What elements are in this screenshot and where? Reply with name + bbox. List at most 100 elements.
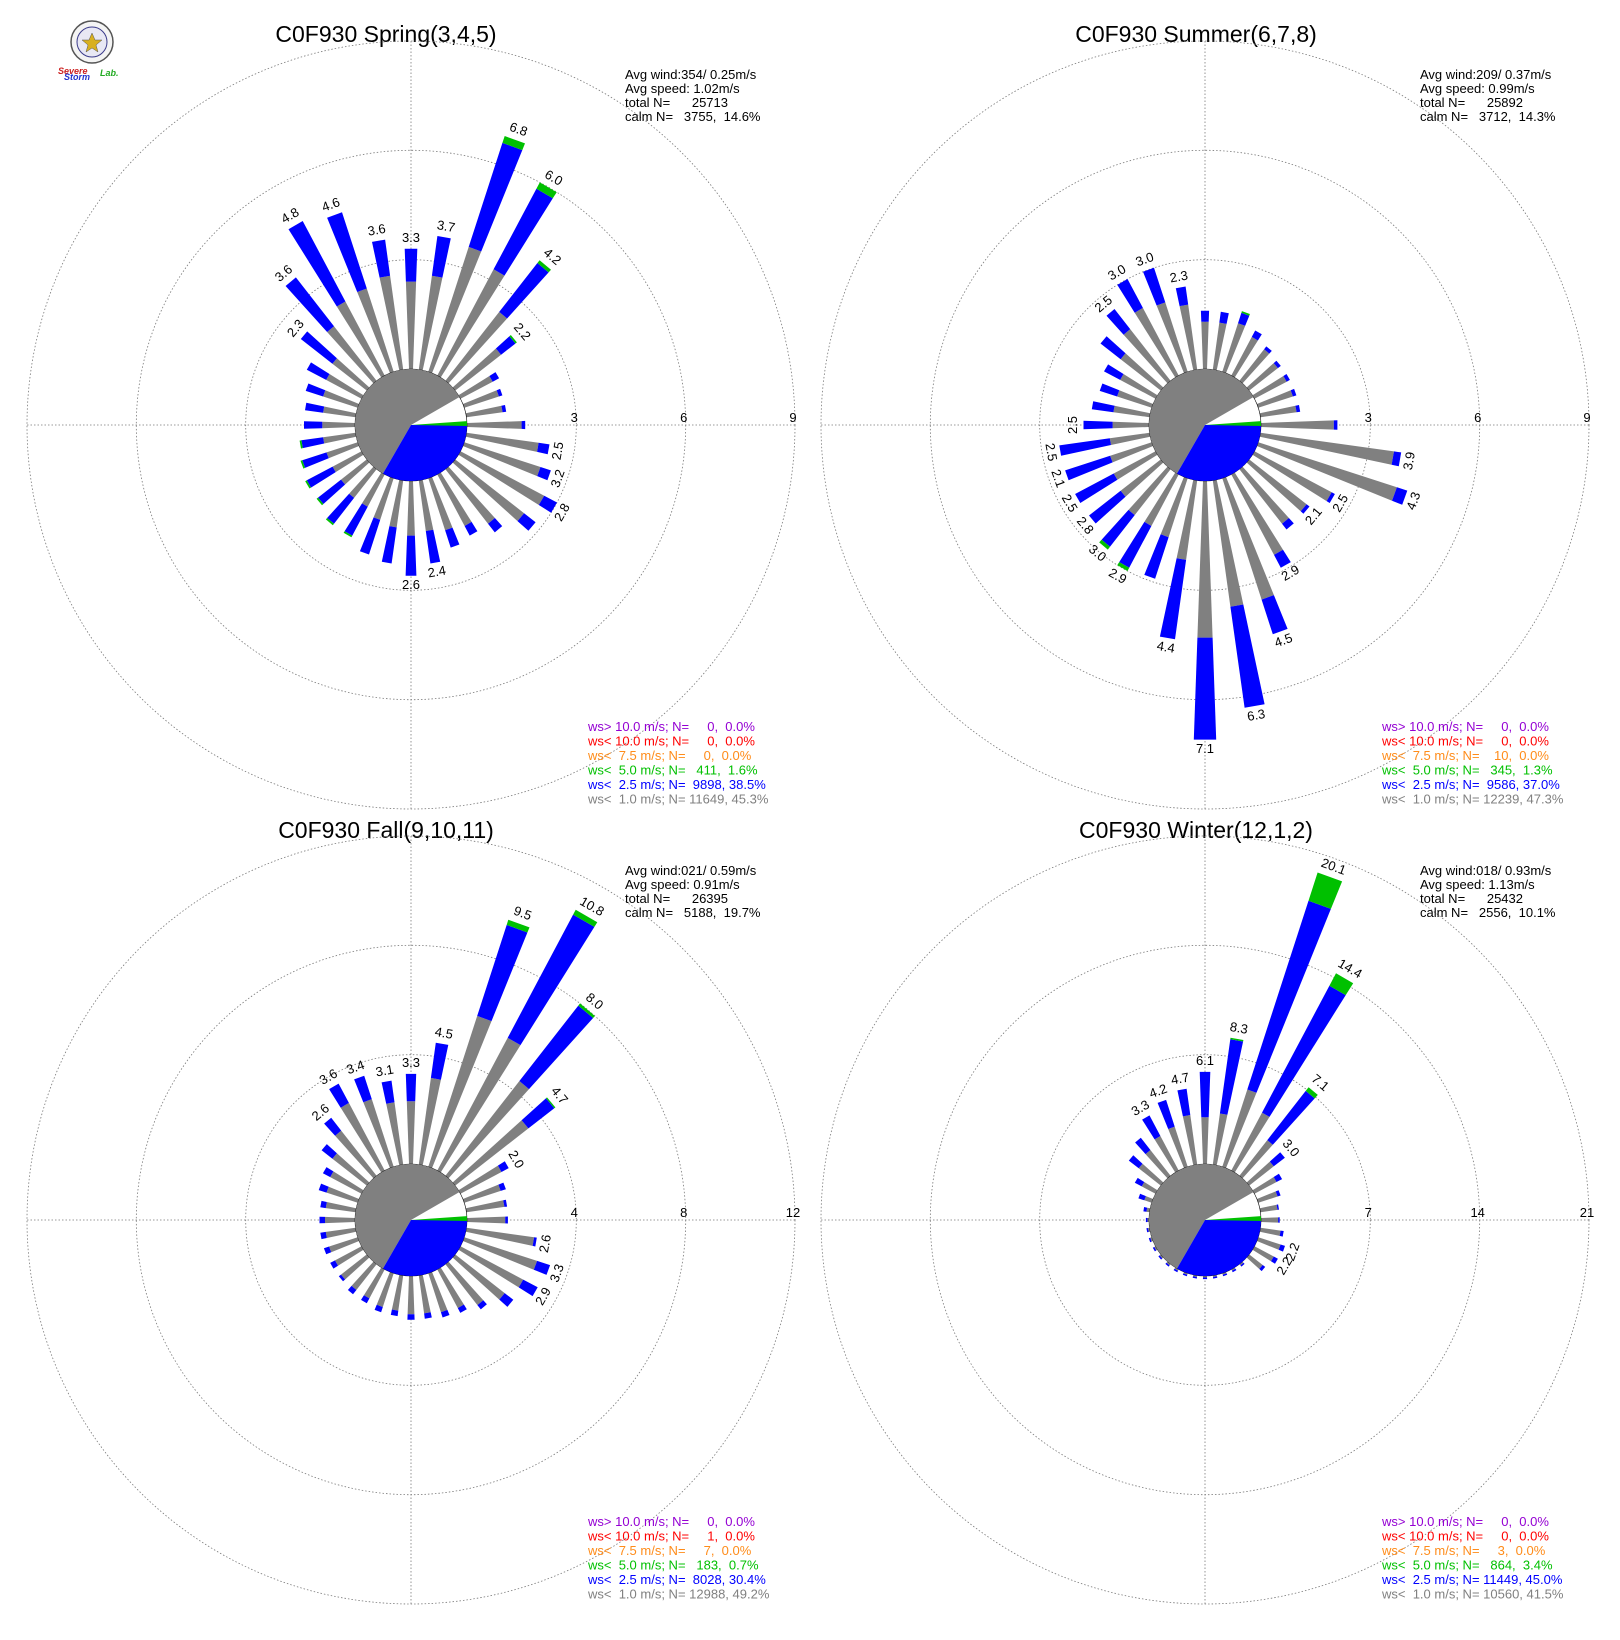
bar-segment-lt1 [1246, 1161, 1274, 1186]
bar-segment-lt1 [329, 1237, 360, 1253]
bar-segment-lt2_5 [532, 1237, 537, 1247]
ring-label: 8 [680, 1205, 687, 1220]
bar-segment-lt2_5 [1283, 374, 1290, 382]
bar-segment-lt2_5 [381, 1080, 395, 1104]
bar-segment-lt2_5 [425, 529, 441, 564]
bar-segment-lt1 [326, 442, 360, 459]
legend-entry: ws< 1.0 m/s; N= 12988, 49.2% [587, 1587, 770, 1602]
bar-segment-lt2_5 [1282, 518, 1294, 530]
legend-entry: ws< 2.5 m/s; N= 9898, 38.5% [587, 777, 766, 792]
bar-segment-lt1 [1179, 304, 1198, 371]
bar-segment-lt1 [341, 459, 370, 485]
bar-segment-lt1 [1259, 1204, 1278, 1213]
bar-segment-lt5 [1329, 973, 1354, 996]
legend-entry: ws< 1.0 m/s; N= 10560, 41.5% [1381, 1587, 1564, 1602]
bar-segment-lt2_5 [1144, 534, 1169, 579]
bar-segment-lt1 [467, 421, 522, 429]
bar-segment-lt5 [1117, 562, 1130, 571]
bar-segment-lt1 [325, 1202, 357, 1213]
stats-line: Avg speed: 1.02m/s [625, 81, 740, 96]
bar-segment-lt1 [326, 1186, 360, 1203]
bar-segment-lt1 [1128, 466, 1171, 516]
stats-line: Avg wind:021/ 0.59m/s [625, 863, 757, 878]
bar-segment-lt1 [1231, 1112, 1270, 1173]
bar-segment-lt2_5 [319, 1216, 325, 1224]
bar-segment-lt1 [1246, 1254, 1263, 1269]
stats-line: Avg speed: 0.99m/s [1420, 81, 1535, 96]
bar-segment-lt1 [1212, 322, 1227, 371]
bar-segment-lt2_5 [1262, 985, 1346, 1117]
bar-segment-lt2_5 [1065, 455, 1113, 481]
bar-segment-lt2_5 [1089, 490, 1126, 524]
bar-segment-lt5 [1099, 539, 1110, 550]
bar-value-label: 3.3 [547, 1262, 567, 1284]
seal-star-icon [81, 32, 103, 53]
bar-segment-lt2_5 [320, 1231, 327, 1240]
wind-rose-panel: C0F930 Spring(3,4,5)3 6 96.86.04.22.24.8 4.… [26, 21, 797, 810]
stats-line: calm N= 3755, 14.6% [625, 109, 761, 124]
calm-green-sector [1205, 421, 1262, 426]
bar-segment-lt1 [406, 1101, 416, 1164]
bar-segment-lt1 [1113, 405, 1151, 418]
bar-segment-lt1 [458, 1165, 502, 1194]
grid-ring [1039, 1054, 1371, 1386]
bar-value-label: 20.1 [1319, 855, 1348, 878]
bar-segment-lt2_5 [1213, 1276, 1218, 1279]
bar-segment-lt1 [325, 1227, 357, 1238]
bar-segment-lt1 [1112, 421, 1149, 429]
panel-title: C0F930 Summer(6,7,8) [1075, 21, 1317, 47]
legend-entry: ws< 5.0 m/s; N= 345, 1.3% [1381, 763, 1553, 778]
bar-segment-lt2_5 [493, 188, 553, 276]
calm-blue-sector [383, 425, 467, 482]
calm-gray-sector [1149, 1164, 1254, 1269]
calm-green-sector [1205, 1216, 1262, 1221]
bar-segment-lt2_5 [464, 521, 478, 536]
bar-segment-lt1 [458, 1246, 524, 1288]
legend-entry: ws< 10.0 m/s; N= 0, 0.0% [1381, 1529, 1549, 1544]
legend-entry: ws< 7.5 m/s; N= 0, 0.0% [587, 748, 752, 763]
bar-segment-lt1 [407, 1276, 415, 1315]
ring-label: 9 [1583, 410, 1590, 425]
bar-segment-lt1 [322, 421, 355, 429]
bar-value-label: 4.3 [1403, 490, 1423, 512]
bar-segment-lt2_5 [300, 331, 337, 364]
bar-segment-lt1 [1110, 442, 1154, 463]
bar-segment-lt2_5 [477, 1300, 487, 1310]
bar-segment-lt1 [1261, 420, 1334, 430]
bar-segment-lt1 [445, 466, 495, 524]
bar-segment-lt2_5 [322, 1167, 334, 1178]
bar-segment-lt1 [1222, 1089, 1257, 1169]
bar-segment-lt1 [1113, 451, 1158, 480]
bar-segment-lt2_5 [445, 527, 460, 548]
panel-title: C0F930 Spring(3,4,5) [275, 21, 496, 47]
bar-segment-lt1 [1146, 1207, 1151, 1213]
bar-segment-lt2_5 [354, 1075, 372, 1103]
bar-segment-lt2_5 [1259, 1265, 1266, 1272]
bar-segment-lt1 [465, 405, 503, 418]
bar-segment-lt1 [332, 451, 364, 473]
bar-segment-lt1 [1259, 1227, 1281, 1236]
bar-segment-lt2_5 [489, 372, 500, 382]
bar-segment-lt2_5 [1200, 310, 1210, 322]
bar-segment-lt1 [357, 288, 394, 374]
bar-segment-lt2_5 [468, 142, 523, 252]
bar-segment-lt2_5 [1222, 1273, 1228, 1277]
bar-segment-lt2_5 [288, 221, 346, 307]
bar-segment-lt2_5 [1279, 1230, 1284, 1237]
stats-line: calm N= 2556, 10.1% [1420, 905, 1556, 920]
bar-segment-lt2_5 [1267, 1090, 1315, 1145]
bar-segment-lt1 [1256, 390, 1293, 408]
bar-segment-lt1 [1147, 1218, 1149, 1222]
bar-segment-lt5 [1308, 872, 1343, 909]
bar-segment-lt2_5 [347, 1285, 357, 1295]
grid-ring [245, 1054, 577, 1386]
bar-segment-lt2_5 [505, 1216, 508, 1224]
bar-value-label: 4.5 [434, 1024, 454, 1042]
legend-entry: ws< 10.0 m/s; N= 0, 0.0% [1381, 734, 1549, 749]
bar-segment-lt5 [305, 480, 311, 489]
bar-segment-lt2_5 [1128, 1155, 1143, 1169]
bar-segment-lt1 [1168, 1126, 1188, 1169]
bar-segment-lt2_5 [1247, 900, 1331, 1093]
wind-rose-panel: C0F930 Winter(12,1,2)7 14 2120.114.47.13.0… [820, 817, 1594, 1605]
bar-value-label: 6.0 [542, 167, 565, 189]
